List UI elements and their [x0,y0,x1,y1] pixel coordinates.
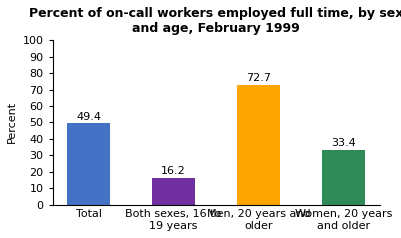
Y-axis label: Percent: Percent [7,101,17,144]
Bar [152,178,195,205]
Title: Percent of on-call workers employed full time, by sex
and age, February 1999: Percent of on-call workers employed full… [29,7,401,35]
Text: 72.7: 72.7 [246,74,271,84]
Bar [322,150,365,205]
Text: 33.4: 33.4 [331,138,356,148]
Bar [67,124,110,205]
Text: 16.2: 16.2 [161,166,186,176]
Bar [237,85,280,205]
Text: 49.4: 49.4 [76,112,101,122]
